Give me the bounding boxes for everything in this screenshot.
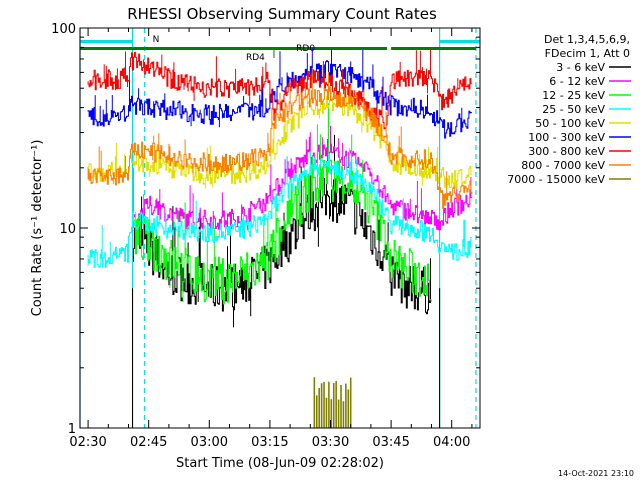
x-axis-label: Start Time (08-Jun-09 02:28:02) [176, 456, 384, 471]
annotation-label: N [153, 35, 160, 45]
legend-entry-label: 50 - 100 keV [535, 117, 605, 130]
series-line [87, 148, 472, 268]
x-tick-label: 03:15 [251, 435, 288, 450]
series-7000-15000-kev [313, 377, 352, 428]
decimation-interval-bar [391, 47, 476, 50]
x-tick-label: 03:30 [312, 435, 349, 450]
series-line [87, 90, 472, 189]
legend-entry-label: 12 - 25 keV [542, 89, 605, 102]
x-tick-label: 03:45 [372, 435, 409, 450]
series-line [133, 134, 432, 328]
series-line [87, 47, 472, 139]
legend-header: FDecim 1, Att 0 [545, 47, 630, 60]
legend-entry-label: 6 - 12 keV [549, 75, 605, 88]
series-300-800-kev [87, 48, 472, 130]
series-line [87, 68, 473, 209]
series-50-100-kev [87, 90, 472, 189]
y-axis-label: Count Rate (s⁻¹ detector⁻¹) [30, 140, 45, 317]
legend-header: Det 1,3,4,5,6,9, [544, 33, 630, 46]
annotation-label: RD0 [296, 44, 315, 54]
x-tick-label: 03:00 [191, 435, 228, 450]
legend-entry-label: 7000 - 15000 keV [507, 173, 605, 186]
legend-entry-label: 800 - 7000 keV [521, 159, 605, 172]
plot-area: N RD4 RD0 [79, 28, 480, 428]
y-tick-label: 10 [59, 222, 76, 237]
decimation-interval-bar [273, 47, 388, 50]
series-line [133, 125, 472, 232]
x-tick-label: 02:45 [130, 435, 167, 450]
series-800-7000-kev [87, 68, 473, 209]
axes: 02:30 02:45 03:00 03:15 03:30 03:45 04:00 1 10 10… [51, 22, 481, 450]
legend: Det 1,3,4,5,6,9,FDecim 1, Att 03 - 6 keV… [507, 33, 631, 186]
legend-entry-label: 3 - 6 keV [556, 61, 605, 74]
legend-entry-label: 300 - 800 keV [528, 145, 605, 158]
night-interval-bar [80, 40, 133, 43]
y-tick-label: 1 [68, 422, 76, 437]
x-tick-label: 04:00 [433, 435, 470, 450]
series-100-300-kev [87, 47, 472, 139]
series-line [133, 103, 432, 305]
legend-entry-label: 25 - 50 keV [542, 103, 605, 116]
chart-title: RHESSI Observing Summary Count Rates [127, 5, 437, 23]
y-tick-label: 100 [51, 22, 76, 37]
series-12-25-kev [133, 103, 432, 305]
series-3-6-kev [133, 134, 432, 328]
annotation-label: RD4 [246, 53, 265, 63]
plot-timestamp: 14-Oct-2021 23:10 [558, 469, 634, 478]
series-25-50-kev [87, 148, 472, 268]
series-line [87, 48, 472, 130]
night-interval-bar [439, 40, 480, 43]
series-6-12-kev [133, 125, 472, 232]
legend-entry-label: 100 - 300 keV [528, 131, 605, 144]
x-tick-label: 02:30 [69, 435, 106, 450]
decimation-interval-bar [80, 47, 274, 50]
